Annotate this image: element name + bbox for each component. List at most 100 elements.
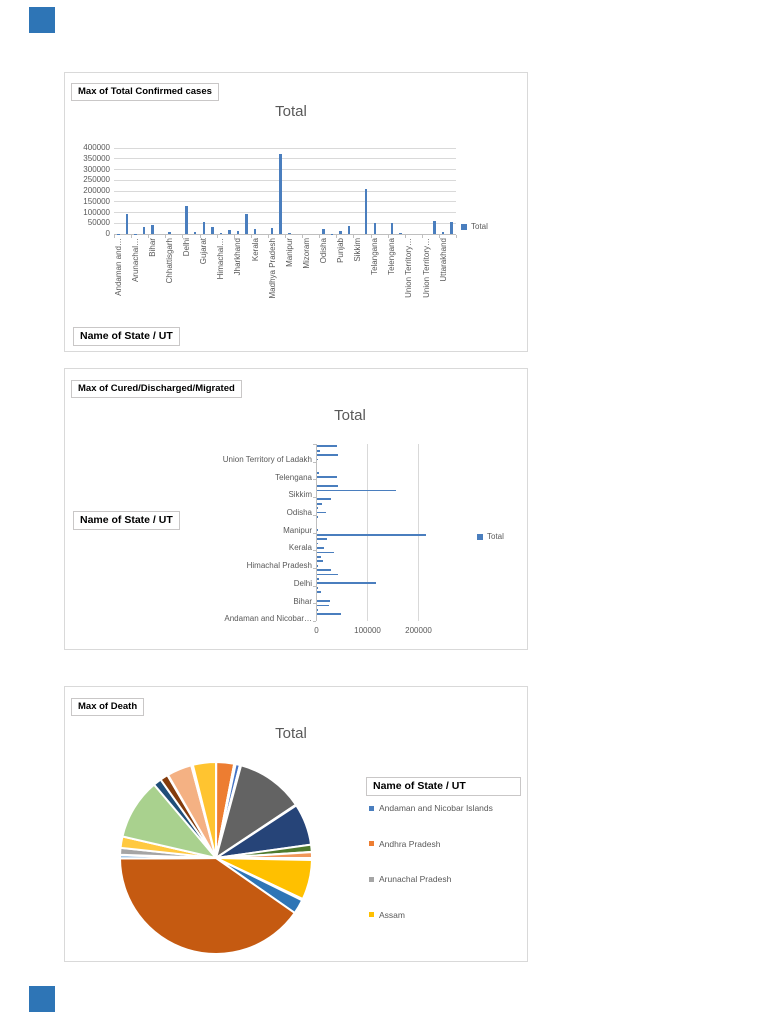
axis-field-button-state: Name of State / UT bbox=[73, 511, 180, 530]
bar bbox=[245, 214, 248, 234]
x-category-label: Gujarat bbox=[199, 238, 209, 265]
y-category-label: Bihar bbox=[293, 596, 312, 606]
pie-chart bbox=[118, 760, 314, 955]
bar bbox=[317, 551, 335, 554]
bar bbox=[317, 498, 331, 501]
bar bbox=[185, 206, 188, 234]
pie-slice bbox=[214, 764, 298, 861]
bar bbox=[441, 232, 445, 234]
legend-swatch bbox=[461, 223, 467, 230]
bar bbox=[236, 231, 240, 234]
plot-area: 0 100000 200000 Andaman and Nicobar… Bihar De… bbox=[65, 369, 529, 649]
plot-area: 0 50000 100000 150000 200000 250000 300000 3500… bbox=[65, 73, 529, 351]
x-axis-tick bbox=[131, 235, 133, 238]
chart-confirmed-cases: Max of Total Confirmed cases Total 0 5000… bbox=[64, 72, 528, 352]
y-gridline bbox=[114, 212, 456, 213]
bar bbox=[317, 449, 320, 452]
y-axis-tick bbox=[313, 532, 316, 534]
pie-legend-item: Assam bbox=[369, 910, 405, 920]
y-category-label: Delhi bbox=[293, 578, 312, 588]
y-tick-label: 0 bbox=[105, 229, 110, 238]
bar bbox=[317, 547, 324, 549]
bar bbox=[168, 231, 171, 234]
bar bbox=[317, 445, 337, 448]
y-category-label: Himachal Pradesh bbox=[246, 561, 312, 571]
x-category-label: Telengana bbox=[387, 238, 397, 275]
y-tick-label: 350000 bbox=[83, 153, 110, 163]
bar bbox=[211, 226, 214, 234]
legend-label: Assam bbox=[379, 909, 405, 920]
bar bbox=[279, 154, 282, 234]
x-axis-tick bbox=[353, 235, 355, 238]
x-axis-tick bbox=[438, 235, 440, 238]
x-category-label: Union Territory… bbox=[421, 238, 431, 298]
y-axis-tick bbox=[313, 479, 316, 481]
x-axis-tick bbox=[370, 235, 372, 238]
bar bbox=[364, 188, 368, 234]
pivot-field-button-cured: Max of Cured/Discharged/Migrated bbox=[71, 380, 242, 398]
y-tick-label: 400000 bbox=[83, 143, 110, 152]
bar bbox=[317, 511, 326, 514]
legend-swatch bbox=[477, 533, 483, 540]
x-axis-tick bbox=[199, 235, 201, 238]
plot-area bbox=[65, 687, 529, 961]
y-axis-tick bbox=[313, 461, 316, 463]
x-tick-label: 100000 bbox=[354, 626, 381, 635]
bar bbox=[317, 471, 320, 474]
chart-deaths: Max of Death Total Name of State / UT An… bbox=[64, 686, 528, 962]
bar bbox=[317, 533, 426, 536]
legend-swatch bbox=[369, 876, 374, 882]
y-tick-label: 150000 bbox=[83, 196, 110, 206]
chart-title: Total bbox=[275, 103, 307, 120]
y-axis-tick bbox=[313, 603, 316, 605]
y-gridline bbox=[114, 179, 456, 181]
y-gridline bbox=[114, 222, 456, 224]
x-tick-label: 0 bbox=[314, 626, 319, 635]
bar bbox=[317, 485, 338, 487]
y-axis-tick bbox=[313, 621, 316, 622]
x-gridline bbox=[418, 444, 419, 621]
page-marker-top bbox=[29, 7, 55, 33]
y-tick-label: 100000 bbox=[83, 207, 110, 217]
bar bbox=[433, 220, 436, 234]
y-tick-label: 250000 bbox=[83, 175, 110, 185]
y-axis-tick bbox=[313, 550, 316, 552]
x-axis-tick bbox=[233, 235, 235, 238]
bar bbox=[347, 226, 351, 234]
y-category-label: Andaman and Nicobar… bbox=[224, 614, 312, 624]
y-tick-label: 300000 bbox=[83, 164, 110, 174]
bar bbox=[219, 233, 223, 234]
bar bbox=[317, 502, 323, 505]
y-axis-tick bbox=[313, 567, 316, 569]
x-category-label: Telangana bbox=[370, 238, 380, 275]
y-category-label: Manipur bbox=[283, 525, 312, 535]
y-gridline bbox=[114, 158, 456, 160]
x-axis-tick bbox=[302, 235, 304, 238]
chart-title: Total bbox=[275, 725, 307, 742]
bar bbox=[288, 233, 291, 234]
legend-swatch bbox=[369, 912, 374, 917]
chart-title: Total bbox=[334, 407, 366, 424]
bar bbox=[373, 222, 377, 234]
x-category-label: Mizoram bbox=[301, 238, 311, 269]
x-axis-tick bbox=[165, 235, 167, 238]
legend-field-button-state: Name of State / UT bbox=[366, 777, 521, 796]
y-gridline bbox=[114, 169, 456, 170]
y-axis-tick bbox=[313, 514, 316, 516]
x-axis-tick bbox=[319, 235, 321, 238]
bar bbox=[450, 221, 453, 234]
bar bbox=[317, 604, 330, 607]
x-category-label: Delhi bbox=[182, 238, 192, 257]
y-tick-label: 50000 bbox=[87, 218, 110, 228]
x-category-label: Punjab bbox=[336, 238, 346, 263]
x-axis-tick bbox=[285, 235, 286, 238]
bar bbox=[317, 507, 318, 510]
bar bbox=[317, 578, 320, 580]
y-tick-label: 200000 bbox=[83, 186, 110, 195]
bar bbox=[317, 569, 332, 571]
pie-legend-item: Andaman and Nicobar Islands bbox=[369, 803, 493, 813]
x-axis-tick bbox=[336, 235, 338, 238]
bar bbox=[317, 542, 318, 545]
x-gridline bbox=[316, 444, 317, 621]
